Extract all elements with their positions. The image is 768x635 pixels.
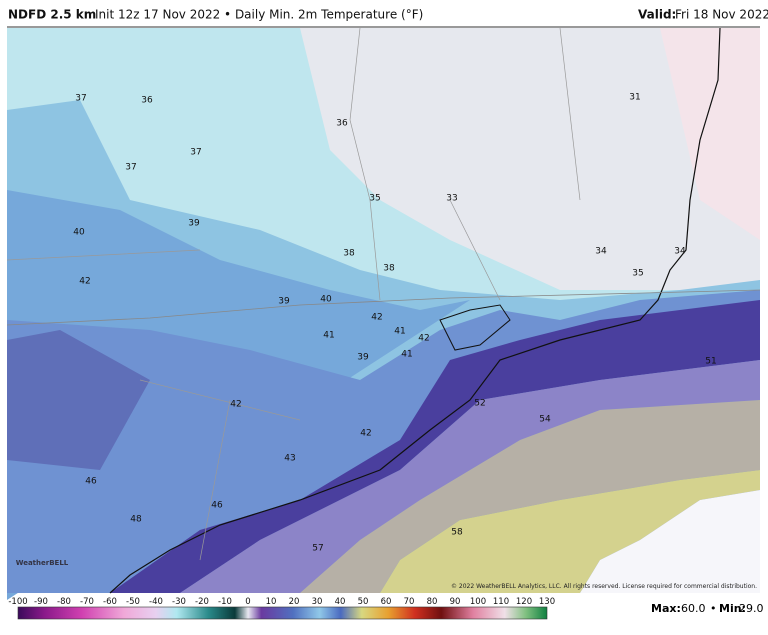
station-label: 42 (230, 400, 241, 410)
colorbar (17, 606, 548, 620)
station-label: 42 (360, 429, 371, 439)
colorbar-tick: -80 (57, 597, 71, 607)
colorbar-tick: 10 (266, 597, 277, 607)
station-label: 48 (130, 515, 142, 525)
station-label: 42 (79, 277, 90, 287)
station-label: 42 (418, 334, 429, 344)
valid-label: Valid: (638, 8, 676, 22)
colorbar-tick: 0 (245, 597, 250, 607)
station-label: 37 (190, 148, 201, 158)
valid: Fri 18 Nov 2022 (675, 8, 768, 22)
colorbar-tick: 110 (493, 597, 509, 607)
station-label: 46 (211, 501, 223, 511)
station-label: 37 (125, 163, 136, 173)
station-label: 39 (188, 219, 200, 229)
station-label: 41 (323, 331, 334, 341)
colorbar-tick: -90 (34, 597, 48, 607)
station-label: 46 (85, 477, 97, 487)
station-label: 39 (278, 297, 290, 307)
sep: • (710, 602, 717, 615)
min: 29.0 (739, 602, 764, 615)
colorbar-tick: -20 (195, 597, 209, 607)
station-label: 37 (75, 94, 86, 104)
station-label: 41 (401, 350, 412, 360)
colorbar-tick: 30 (312, 597, 323, 607)
min-label: Min: (719, 602, 746, 615)
station-label: 38 (343, 249, 355, 259)
logo: WeatherBELL (16, 559, 69, 567)
station-label: 39 (357, 353, 369, 363)
colorbar-tick: -70 (80, 597, 94, 607)
colorbar-tick: 60 (381, 597, 392, 607)
station-label: 51 (705, 357, 716, 367)
station-label: 40 (73, 228, 85, 238)
station-label: 58 (451, 528, 463, 538)
station-label: 34 (595, 247, 607, 257)
colorbar-tick: 50 (358, 597, 369, 607)
station-label: 38 (383, 264, 395, 274)
colorbar-tick: -50 (126, 597, 140, 607)
max-label: Max: (651, 602, 681, 615)
colorbar-tick: 80 (427, 597, 438, 607)
station-label: 34 (674, 247, 686, 257)
station-label: 42 (371, 313, 382, 323)
station-label: 40 (320, 295, 332, 305)
station-label: 35 (369, 194, 380, 204)
station-label: 31 (629, 93, 640, 103)
colorbar-tick: 90 (450, 597, 461, 607)
station-label: 35 (632, 269, 643, 279)
colorbar-tick: -10 (218, 597, 232, 607)
copyright: © 2022 WeatherBELL Analytics, LLC. All r… (451, 583, 757, 590)
colorbar-tick: 130 (539, 597, 555, 607)
station-label: 33 (446, 194, 457, 204)
colorbar-tick: -100 (8, 597, 27, 607)
colorbar-tick: 20 (289, 597, 300, 607)
station-label: 41 (394, 327, 405, 337)
station-label: 43 (284, 454, 295, 464)
colorbar-tick: -60 (103, 597, 117, 607)
map (6, 27, 761, 600)
model: NDFD 2.5 km (8, 8, 96, 22)
colorbar-tick: -30 (172, 597, 186, 607)
station-label: 36 (141, 96, 153, 106)
colorbar-tick: 70 (404, 597, 415, 607)
station-label: 52 (474, 399, 485, 409)
station-label: 36 (336, 119, 348, 129)
colorbar-tick: 40 (335, 597, 346, 607)
init: Init 12z 17 Nov 2022 • Daily Min. 2m Tem… (95, 8, 423, 22)
colorbar-tick: -40 (149, 597, 163, 607)
colorbar-tick: 120 (516, 597, 532, 607)
max: 60.0 (681, 602, 706, 615)
colorbar-tick: 100 (470, 597, 486, 607)
station-label: 54 (539, 415, 551, 425)
station-label: 57 (312, 544, 323, 554)
